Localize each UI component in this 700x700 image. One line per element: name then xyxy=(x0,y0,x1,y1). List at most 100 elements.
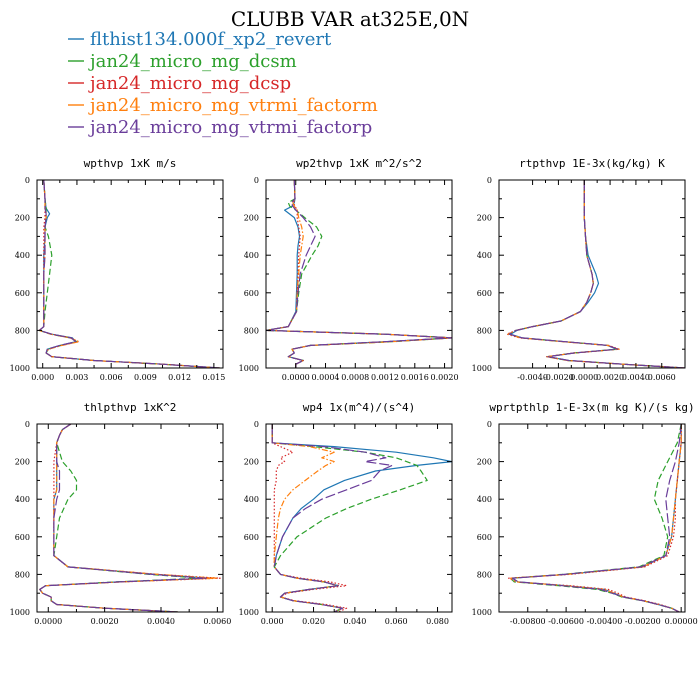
x-tick-label: 0.0000 xyxy=(282,373,310,382)
x-tick-label: 0.020 xyxy=(302,617,325,626)
y-tick-label: 1000 xyxy=(239,364,259,373)
y-tick-label: 800 xyxy=(477,326,492,335)
series-line xyxy=(271,424,428,612)
y-tick-label: 800 xyxy=(477,570,492,579)
x-tick-label: 0.0060 xyxy=(203,617,231,626)
x-tick-label: -0.0040 xyxy=(517,373,548,382)
series-line xyxy=(39,424,221,612)
x-tick-label: 0.003 xyxy=(65,373,88,382)
y-tick-label: 800 xyxy=(244,570,259,579)
series-line xyxy=(271,424,344,612)
legend-label: jan24_micro_mg_vtrmi_factorm xyxy=(88,95,378,116)
x-tick-label: 0.0000 xyxy=(570,373,598,382)
legend-entry: jan24_micro_mg_dcsm xyxy=(68,51,297,72)
series-group xyxy=(38,180,220,368)
legend-entry: jan24_micro_mg_dcsp xyxy=(68,73,291,94)
series-line xyxy=(271,424,348,612)
y-tick-label: 600 xyxy=(15,289,30,298)
series-line xyxy=(38,180,220,368)
series-group xyxy=(508,424,682,612)
y-tick-label: 1000 xyxy=(239,608,259,617)
x-tick-label: 0.000 xyxy=(31,373,54,382)
x-tick-label: 0.0008 xyxy=(341,373,369,382)
x-tick-label: -0.00800 xyxy=(510,617,546,626)
series-line xyxy=(508,180,685,368)
y-tick-label: 400 xyxy=(477,251,492,260)
x-tick-label: 0.0040 xyxy=(147,617,175,626)
series-line xyxy=(39,424,202,612)
figure-title: CLUBB VAR at325E,0N xyxy=(231,7,469,31)
x-tick-label: 0.012 xyxy=(168,373,191,382)
x-tick-label: 0.006 xyxy=(100,373,123,382)
y-tick-label: 600 xyxy=(477,289,492,298)
x-tick-label: 0.0012 xyxy=(371,373,399,382)
series-line xyxy=(266,180,452,368)
y-tick-label: 800 xyxy=(244,326,259,335)
y-tick-label: 200 xyxy=(244,458,259,467)
y-tick-label: 0 xyxy=(487,420,492,429)
series-line xyxy=(38,180,220,368)
x-tick-label: 0.0020 xyxy=(596,373,624,382)
series-group xyxy=(266,180,452,368)
y-tick-label: 1000 xyxy=(472,608,492,617)
series-line xyxy=(39,424,218,612)
x-tick-label: 0.00000 xyxy=(665,617,698,626)
x-tick-label: 0.0020 xyxy=(431,373,459,382)
y-tick-label: 0 xyxy=(25,420,30,429)
series-line xyxy=(38,180,220,368)
x-tick-label: 0.0016 xyxy=(401,373,429,382)
y-tick-label: 400 xyxy=(477,495,492,504)
series-line xyxy=(39,424,207,612)
x-tick-label: 0.000 xyxy=(261,617,284,626)
y-tick-label: 200 xyxy=(477,458,492,467)
legend-entry: jan24_micro_mg_vtrmi_factorp xyxy=(68,117,372,138)
legend-label: jan24_micro_mg_dcsp xyxy=(88,73,291,94)
legend-label: flthist134.000f_xp2_revert xyxy=(90,29,332,50)
legend: flthist134.000f_xp2_revertjan24_micro_mg… xyxy=(68,29,378,138)
x-tick-label: 0.060 xyxy=(385,617,408,626)
y-tick-label: 0 xyxy=(25,176,30,185)
panel-title: wpthvp 1xK m/s xyxy=(84,157,177,170)
x-tick-label: -0.00400 xyxy=(587,617,623,626)
panel-title: wprtpthlp 1-E-3x(m kg K)/(s kg) xyxy=(489,401,694,414)
x-tick-label: 0.0060 xyxy=(648,373,676,382)
series-line xyxy=(509,424,682,612)
y-tick-label: 800 xyxy=(15,326,30,335)
panel-6: wprtpthlp 1-E-3x(m kg K)/(s kg) 0 200 400 60… xyxy=(472,401,698,626)
legend-label: jan24_micro_mg_vtrmi_factorp xyxy=(88,117,372,138)
panel-title: rtpthvp 1E-3x(kg/kg) K xyxy=(519,157,665,170)
series-group xyxy=(39,424,221,612)
y-tick-label: 800 xyxy=(15,570,30,579)
legend-label: jan24_micro_mg_dcsm xyxy=(88,51,297,72)
y-tick-label: 0 xyxy=(254,176,259,185)
y-tick-label: 200 xyxy=(244,214,259,223)
panel-title: thlpthvp 1xK^2 xyxy=(84,401,177,414)
plot-frame xyxy=(36,423,224,613)
x-tick-label: 0.080 xyxy=(426,617,449,626)
y-tick-label: 600 xyxy=(477,533,492,542)
panel-title: wp2thvp 1xK m^2/s^2 xyxy=(296,157,422,170)
series-line xyxy=(39,424,210,612)
y-tick-label: 400 xyxy=(244,251,259,260)
series-line xyxy=(38,180,220,368)
plot-frame xyxy=(265,423,453,613)
y-tick-label: 0 xyxy=(487,176,492,185)
panel-4: thlpthvp 1xK^2 0 200 400 600 800 1000 0.0000 0.0… xyxy=(10,401,232,626)
panel-3: rtpthvp 1E-3x(kg/kg) K 0 200 400 600 800 1000 -… xyxy=(472,157,686,382)
y-tick-label: 1000 xyxy=(10,364,30,373)
y-tick-label: 600 xyxy=(15,533,30,542)
x-tick-label: -0.00600 xyxy=(548,617,584,626)
y-tick-label: 200 xyxy=(15,458,30,467)
y-tick-label: 1000 xyxy=(10,608,30,617)
x-tick-label: 0.0004 xyxy=(312,373,340,382)
panel-2: wp2thvp 1xK m^2/s^2 0 200 400 600 800 1000 0.00… xyxy=(239,157,459,382)
series-line xyxy=(38,180,220,368)
series-line xyxy=(271,424,393,612)
plot-frame xyxy=(498,423,686,613)
x-tick-label: 0.040 xyxy=(343,617,366,626)
series-group xyxy=(271,424,452,612)
x-tick-label: -0.00200 xyxy=(625,617,661,626)
